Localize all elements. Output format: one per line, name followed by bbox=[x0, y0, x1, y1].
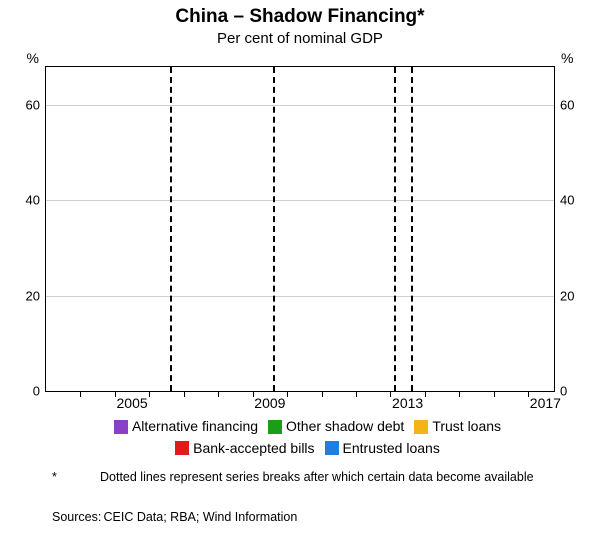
legend: Alternative financing Other shadow debt Tr… bbox=[60, 418, 555, 457]
footnote: * Dotted lines represent series breaks a… bbox=[52, 470, 570, 486]
sources-text: CEIC Data; RBA; Wind Information bbox=[103, 510, 297, 524]
ytick-right: 40 bbox=[554, 193, 574, 208]
legend-item-entrusted: Entrusted loans bbox=[325, 440, 440, 458]
legend-label: Alternative financing bbox=[132, 418, 258, 436]
ytick-left: 40 bbox=[26, 193, 46, 208]
ytick-right: 20 bbox=[554, 288, 574, 303]
gridline bbox=[46, 200, 554, 201]
legend-swatch bbox=[268, 420, 282, 434]
xtick-label: 2013 bbox=[392, 391, 423, 411]
ytick-left: 60 bbox=[26, 98, 46, 113]
xtick-label: 2009 bbox=[254, 391, 285, 411]
legend-swatch bbox=[114, 420, 128, 434]
chart-title: China – Shadow Financing* bbox=[0, 0, 600, 28]
xtick bbox=[287, 391, 288, 397]
y-unit-right: % bbox=[555, 50, 573, 66]
gridline bbox=[46, 105, 554, 106]
legend-swatch bbox=[175, 441, 189, 455]
xtick-label: 2005 bbox=[117, 391, 148, 411]
footnote-marker: * bbox=[52, 470, 57, 486]
legend-item-othershadow: Other shadow debt bbox=[268, 418, 404, 436]
footnote-text: Dotted lines represent series breaks aft… bbox=[100, 470, 570, 486]
bars-layer bbox=[46, 67, 554, 391]
xtick bbox=[184, 391, 185, 397]
gridline bbox=[46, 296, 554, 297]
chart-subtitle: Per cent of nominal GDP bbox=[0, 30, 600, 47]
legend-swatch bbox=[414, 420, 428, 434]
xtick bbox=[322, 391, 323, 397]
xtick bbox=[149, 391, 150, 397]
xtick bbox=[356, 391, 357, 397]
series-break-line bbox=[411, 67, 413, 391]
y-unit-left: % bbox=[27, 50, 45, 66]
legend-label: Other shadow debt bbox=[286, 418, 404, 436]
ytick-right: 60 bbox=[554, 98, 574, 113]
series-break-line bbox=[394, 67, 396, 391]
legend-label: Trust loans bbox=[432, 418, 501, 436]
ytick-left: 0 bbox=[33, 384, 46, 399]
xtick bbox=[80, 391, 81, 397]
xtick bbox=[218, 391, 219, 397]
legend-item-trust: Trust loans bbox=[414, 418, 501, 436]
plot-wrap: % % 002020404060602005200920132017 bbox=[45, 54, 555, 392]
xtick-label: 2017 bbox=[530, 391, 561, 411]
ytick-left: 20 bbox=[26, 288, 46, 303]
chart-container: China – Shadow Financing* Per cent of no… bbox=[0, 0, 600, 555]
legend-item-alt: Alternative financing bbox=[114, 418, 258, 436]
legend-label: Entrusted loans bbox=[343, 440, 440, 458]
sources: Sources: CEIC Data; RBA; Wind Informatio… bbox=[52, 510, 570, 524]
series-break-line bbox=[170, 67, 172, 391]
plot-area: 002020404060602005200920132017 bbox=[45, 66, 555, 392]
xtick bbox=[494, 391, 495, 397]
xtick bbox=[425, 391, 426, 397]
legend-item-bankbills: Bank-accepted bills bbox=[175, 440, 314, 458]
legend-swatch bbox=[325, 441, 339, 455]
sources-label: Sources: bbox=[52, 510, 100, 524]
xtick bbox=[459, 391, 460, 397]
legend-label: Bank-accepted bills bbox=[193, 440, 314, 458]
series-break-line bbox=[273, 67, 275, 391]
